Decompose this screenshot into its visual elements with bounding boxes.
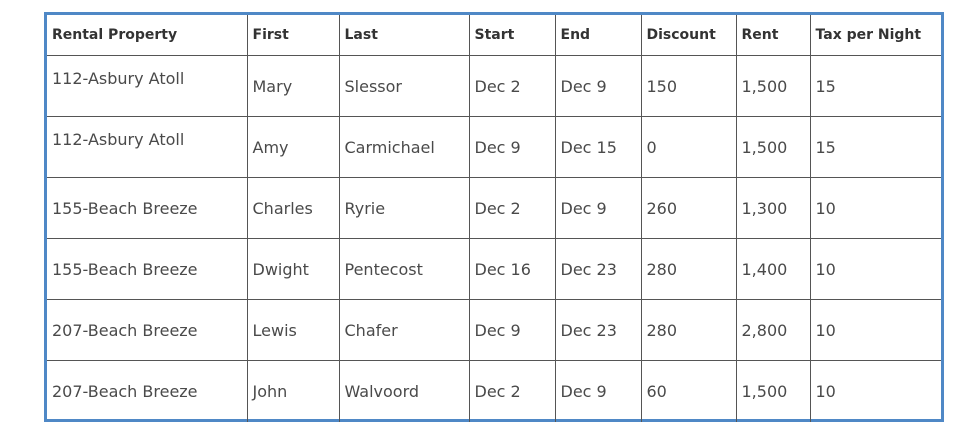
cell-end: Dec 9 [554, 177, 642, 239]
cell-end: Dec 9 [554, 360, 642, 422]
table-row: 112-Asbury Atoll Mary Slessor Dec 2 Dec … [47, 55, 941, 117]
header-rent: Rent [735, 15, 811, 56]
cell-last: Walvoord [338, 360, 470, 422]
header-rental-property: Rental Property [47, 15, 248, 56]
cell-discount: 150 [640, 55, 737, 117]
cell-rental-property: 112-Asbury Atoll [47, 116, 248, 178]
cell-rent: 1,500 [735, 116, 811, 178]
rental-table-frame: Rental Property First Last Start End Dis… [44, 12, 944, 422]
cell-last: Carmichael [338, 116, 470, 178]
cell-first: Lewis [246, 299, 340, 361]
cell-discount: 280 [640, 238, 737, 300]
header-first: First [246, 15, 340, 56]
table-row: 207-Beach Breeze John Walvoord Dec 2 Dec… [47, 360, 941, 422]
cell-start: Dec 2 [468, 360, 556, 422]
cell-rental-property: 207-Beach Breeze [47, 299, 248, 361]
cell-rent: 2,800 [735, 299, 811, 361]
table-row: 207-Beach Breeze Lewis Chafer Dec 9 Dec … [47, 299, 941, 361]
cell-last: Pentecost [338, 238, 470, 300]
table-row: 112-Asbury Atoll Amy Carmichael Dec 9 De… [47, 116, 941, 178]
cell-end: Dec 23 [554, 299, 642, 361]
cell-last: Slessor [338, 55, 470, 117]
header-last: Last [338, 15, 470, 56]
cell-rent: 1,500 [735, 360, 811, 422]
cell-tax-per-night: 10 [809, 360, 941, 422]
cell-first: Mary [246, 55, 340, 117]
cell-rental-property: 155-Beach Breeze [47, 177, 248, 239]
cell-tax-per-night: 15 [809, 116, 941, 178]
cell-last: Ryrie [338, 177, 470, 239]
cell-start: Dec 2 [468, 55, 556, 117]
cell-rent: 1,400 [735, 238, 811, 300]
table-row: 155-Beach Breeze Charles Ryrie Dec 2 Dec… [47, 177, 941, 239]
cell-tax-per-night: 10 [809, 299, 941, 361]
cell-rental-property: 112-Asbury Atoll [47, 55, 248, 117]
cell-last: Chafer [338, 299, 470, 361]
cell-first: John [246, 360, 340, 422]
cell-tax-per-night: 10 [809, 177, 941, 239]
header-discount: Discount [640, 15, 737, 56]
header-end: End [554, 15, 642, 56]
cell-discount: 260 [640, 177, 737, 239]
cell-first: Dwight [246, 238, 340, 300]
header-tax-per-night: Tax per Night [809, 15, 941, 56]
cell-rental-property: 207-Beach Breeze [47, 360, 248, 422]
cell-rental-property: 155-Beach Breeze [47, 238, 248, 300]
cell-end: Dec 23 [554, 238, 642, 300]
cell-tax-per-night: 10 [809, 238, 941, 300]
cell-discount: 280 [640, 299, 737, 361]
cell-rent: 1,500 [735, 55, 811, 117]
cell-end: Dec 9 [554, 55, 642, 117]
cell-first: Charles [246, 177, 340, 239]
table-row: 155-Beach Breeze Dwight Pentecost Dec 16… [47, 238, 941, 300]
rental-table: Rental Property First Last Start End Dis… [47, 15, 941, 422]
cell-discount: 60 [640, 360, 737, 422]
cell-tax-per-night: 15 [809, 55, 941, 117]
cell-rent: 1,300 [735, 177, 811, 239]
cell-start: Dec 9 [468, 299, 556, 361]
cell-discount: 0 [640, 116, 737, 178]
header-row: Rental Property First Last Start End Dis… [47, 15, 941, 56]
cell-start: Dec 16 [468, 238, 556, 300]
cell-end: Dec 15 [554, 116, 642, 178]
cell-first: Amy [246, 116, 340, 178]
cell-start: Dec 9 [468, 116, 556, 178]
cell-start: Dec 2 [468, 177, 556, 239]
header-start: Start [468, 15, 556, 56]
